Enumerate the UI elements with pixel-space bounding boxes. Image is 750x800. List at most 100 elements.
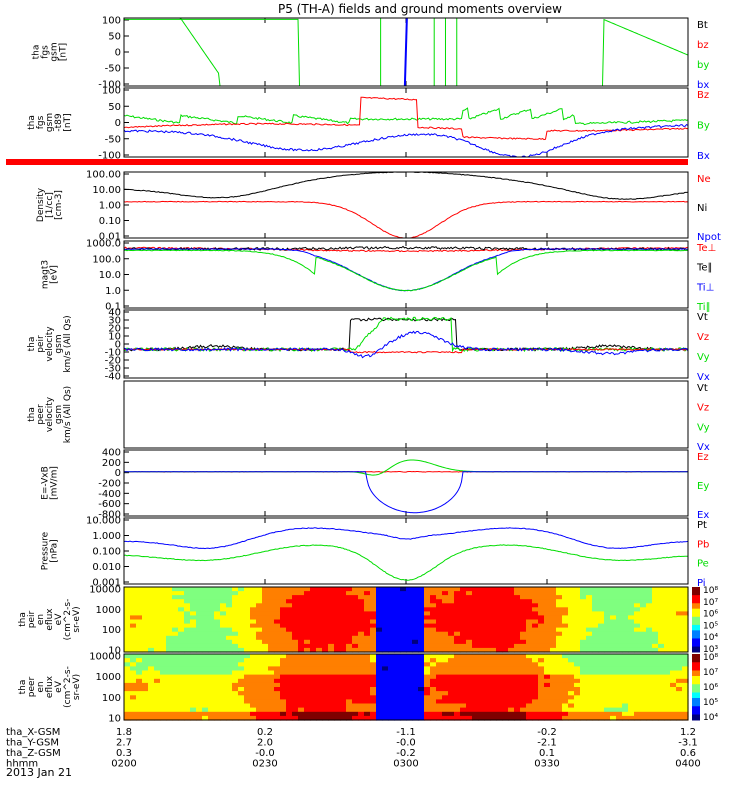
orbit-footer: 2013 Jan 21 tha_X-GSM 1.8 0.2 -1.1 -0.2 1.2 th… xyxy=(6,727,701,779)
ion-spectrogram-colorbar-tick: 10⁴ xyxy=(703,633,718,643)
legend-npot: Npot xyxy=(697,232,721,243)
legend-vy: Vy xyxy=(697,422,710,433)
legend-vt: Vt xyxy=(697,383,708,394)
panel-6-ylabel: tha xyxy=(27,407,37,422)
legend-bx: Bx xyxy=(697,151,710,162)
panel-9-ylabel: sr-eV) xyxy=(72,606,82,632)
panel-1-ylabel: gsm xyxy=(50,42,60,61)
panel-4-ytick: 10.0 xyxy=(99,270,121,281)
panel-2-ylabel: tha xyxy=(27,115,37,130)
legend-te∥: Te∥ xyxy=(696,263,713,274)
panel-5-ytick: -40 xyxy=(105,372,121,383)
panel-6-ylabel: km/s (All Qs) xyxy=(63,386,73,443)
footer-row-value: 0.2 xyxy=(257,727,273,738)
panel-1-ytick: 100 xyxy=(102,16,121,27)
footer-row-value: 1.2 xyxy=(680,727,696,738)
legend-pb: Pb xyxy=(697,539,709,550)
panel-6-ylabel: velocity xyxy=(45,396,55,432)
panel-10-ytick: 1000 xyxy=(96,672,121,683)
panel-6: tha peer velocity gsm km/s (All Qs) Vt Vz Vy Vx xyxy=(27,381,710,453)
panel-3: Density [1/cc] [cm-3] 100.00 10.00 1.00 0.10 0.… xyxy=(36,170,721,244)
footer-row-value: -0.0 xyxy=(255,748,275,759)
panel-3-ylabel: [cm-3] xyxy=(54,190,64,220)
footer-row-value: 1.8 xyxy=(116,727,132,738)
panel-5-ylabel: peir xyxy=(36,335,46,353)
legend-vy: Vy xyxy=(697,352,710,363)
footer-row-value: 2.7 xyxy=(116,738,132,749)
ion-spectrogram-colorbar-tick: 10⁵ xyxy=(703,621,718,631)
legend-ne: Ne xyxy=(697,174,711,185)
footer-row-value: -0.0 xyxy=(396,738,416,749)
footer-row-value: 0.1 xyxy=(539,748,555,759)
panel-5-ytick: -20 xyxy=(105,356,121,367)
legend-vz: Vz xyxy=(697,403,709,414)
panel-9-ylabel: tha xyxy=(18,612,28,627)
panel-2-ytick: 50 xyxy=(108,102,121,113)
panel-7-ytick: -400 xyxy=(98,489,121,500)
panel-7-ytick: 0 xyxy=(115,468,121,479)
footer-row-value: 0330 xyxy=(534,759,559,770)
panel-3-ytick: 10.00 xyxy=(92,185,121,196)
panel-1-ytick: -100 xyxy=(98,80,121,91)
panel-frame xyxy=(123,309,689,379)
panel-frame xyxy=(123,380,689,449)
footer-row-value: 0.6 xyxy=(680,748,696,759)
panel-10-ytick: 10000 xyxy=(89,652,121,663)
bz-residual xyxy=(123,96,689,141)
pe-series xyxy=(123,544,689,581)
panel-3-ytick: 0.01 xyxy=(99,232,121,243)
legend-bx: bx xyxy=(697,80,709,91)
electron-spectrogram-colorbar-tick: 10⁶ xyxy=(703,683,718,693)
panel-1-ylabel: fgs xyxy=(41,45,51,59)
panel-10-ylabel: eV xyxy=(54,680,64,693)
footer-row-value: 2.0 xyxy=(257,738,273,749)
footer-row-value: 0400 xyxy=(675,759,700,770)
panel-2-ylabel: gsm xyxy=(45,113,55,132)
ex-series xyxy=(124,471,688,514)
ion-spectrogram-colorbar-tick: 10⁷ xyxy=(703,598,718,608)
panel-9-ylabel: peir xyxy=(27,610,37,628)
panel-8-ytick: 0.001 xyxy=(92,578,121,589)
panel-3-ytick: 1.00 xyxy=(99,201,121,212)
footer-row-value: 0200 xyxy=(111,759,136,770)
footer-row-value: -0.2 xyxy=(396,748,416,759)
legend-pe: Pe xyxy=(697,559,709,570)
legend-bz: Bz xyxy=(697,90,709,101)
panel-9-ytick: 100 xyxy=(102,625,121,636)
legend-ni: Ni xyxy=(697,203,707,214)
panel-1-ytick: 0 xyxy=(115,48,121,59)
panel-5-ytick: 40 xyxy=(108,308,121,319)
panel-3-ytick: 100.00 xyxy=(86,170,121,181)
panel-7-ytick: -200 xyxy=(98,479,121,490)
panel-frame xyxy=(123,17,689,87)
electron-spectrogram-colorbar-tick: 10⁴ xyxy=(703,713,718,723)
panel-2-ytick: 100 xyxy=(102,86,121,97)
panel-10-ylabel: en xyxy=(36,681,46,692)
panel-9-ylabel: (cm^2-s- xyxy=(63,599,73,641)
footer-row-value: -2.1 xyxy=(537,738,557,749)
panel-7-ytick: -600 xyxy=(98,499,121,510)
panel-4-ylabel: [eV] xyxy=(50,265,60,284)
panel-8-ytick: 10.000 xyxy=(86,516,121,527)
panel-3-ylabel: Density xyxy=(36,187,46,222)
panel-4: magt3 [eV] 1000.0 100.0 10.0 1.0 0.1 Te⊥ Te∥ Ti⊥ T… xyxy=(41,239,717,314)
panel-5-ytick: 10 xyxy=(108,332,121,343)
panel-8-ylabel: [nPa] xyxy=(50,539,60,562)
panel-1: tha fgs gsm [nT] 100 50 0 -50 -100 Bt bz by bx xyxy=(32,16,710,92)
footer-row-label: hhmm xyxy=(6,759,38,770)
panel-frame xyxy=(123,87,689,158)
panel-5-ylabel: velocity xyxy=(45,326,55,362)
legend-ex: Ex xyxy=(697,510,709,521)
legend-pi: Pi xyxy=(697,578,706,589)
by-residual xyxy=(123,107,689,126)
panel-2-ylabel: fgs xyxy=(36,115,46,129)
ion-spectrogram-colorbar-tick: 10⁶ xyxy=(703,610,718,620)
panel-5-ylabel: km/s (All Qs) xyxy=(63,315,73,372)
panel-5-ytick: 0 xyxy=(115,340,121,351)
legend-bz: bz xyxy=(697,40,709,51)
footer-row-value: -0.2 xyxy=(537,727,557,738)
panel-frame xyxy=(123,240,689,309)
